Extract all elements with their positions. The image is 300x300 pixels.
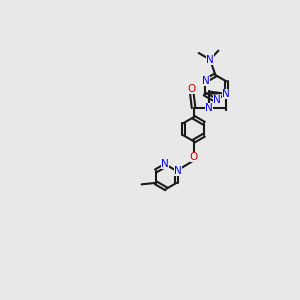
Text: N: N [205, 103, 213, 113]
Text: N: N [174, 166, 182, 176]
Text: N: N [206, 55, 214, 64]
Text: O: O [190, 152, 198, 162]
Text: N: N [222, 89, 230, 99]
Text: N: N [213, 95, 220, 105]
Text: N: N [202, 76, 210, 86]
Text: N: N [161, 159, 169, 169]
Text: O: O [188, 84, 196, 94]
